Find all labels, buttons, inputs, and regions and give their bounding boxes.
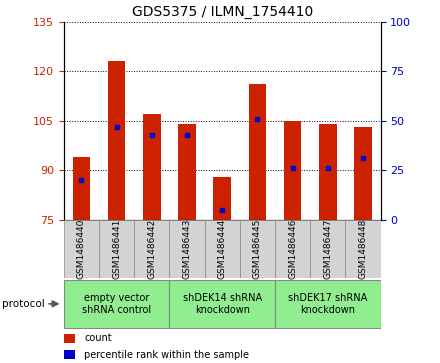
Bar [143, 114, 161, 220]
Bar [134, 220, 169, 278]
Text: GSM1486446: GSM1486446 [288, 219, 297, 279]
Bar [345, 220, 381, 278]
Bar [64, 281, 169, 327]
Bar [169, 281, 275, 327]
Bar [249, 85, 266, 220]
Text: GSM1486445: GSM1486445 [253, 219, 262, 279]
Text: GSM1486443: GSM1486443 [183, 219, 191, 279]
Text: GSM1486441: GSM1486441 [112, 219, 121, 279]
Bar [319, 124, 337, 220]
Bar [178, 124, 196, 220]
Title: GDS5375 / ILMN_1754410: GDS5375 / ILMN_1754410 [132, 5, 313, 19]
Text: shDEK14 shRNA
knockdown: shDEK14 shRNA knockdown [183, 293, 262, 315]
Text: GSM1486444: GSM1486444 [218, 219, 227, 279]
Text: empty vector
shRNA control: empty vector shRNA control [82, 293, 151, 315]
Bar [275, 220, 310, 278]
Bar [169, 220, 205, 278]
Text: GSM1486448: GSM1486448 [359, 219, 367, 279]
Bar [284, 121, 301, 220]
Bar [64, 334, 75, 343]
Bar [275, 281, 381, 327]
Bar [213, 177, 231, 220]
Text: shDEK17 shRNA
knockdown: shDEK17 shRNA knockdown [288, 293, 367, 315]
Bar [240, 220, 275, 278]
Bar [310, 220, 345, 278]
Text: percentile rank within the sample: percentile rank within the sample [84, 350, 249, 359]
Text: GSM1486440: GSM1486440 [77, 219, 86, 279]
Bar [64, 220, 99, 278]
Bar [108, 61, 125, 220]
Text: count: count [84, 333, 112, 343]
Bar [64, 350, 75, 359]
Bar [205, 220, 240, 278]
Text: GSM1486447: GSM1486447 [323, 219, 332, 279]
Bar [354, 127, 372, 220]
Bar [99, 220, 134, 278]
Text: GSM1486442: GSM1486442 [147, 219, 156, 279]
Bar [73, 157, 90, 220]
Text: protocol: protocol [2, 299, 45, 309]
